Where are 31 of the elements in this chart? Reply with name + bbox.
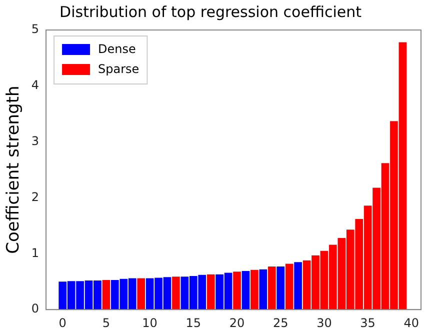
y-tick-label: 3 [31,134,40,148]
x-tick-label: 25 [272,316,288,330]
bar [276,266,285,310]
x-tick-label: 20 [229,316,245,330]
x-tick-label: 35 [360,316,376,330]
y-tick-label: 1 [31,246,40,260]
x-tick-label: 15 [186,316,202,330]
y-tick-label: 2 [31,190,40,204]
bar [137,278,146,310]
legend-label: Sparse [98,62,140,76]
x-tick-label: 0 [58,316,66,330]
legend-label: Dense [98,42,136,56]
x-tick-label: 10 [142,316,158,330]
y-tick-label: 4 [31,78,40,92]
bar [285,264,294,310]
bar [259,269,268,310]
bar [102,280,110,310]
x-tick-label: 5 [102,316,110,330]
bar [250,270,258,310]
bar [294,262,302,310]
bar [268,266,276,310]
chart-title: Distribution of top regression coefficient [60,2,362,21]
y-tick-label: 0 [31,302,40,316]
bar [206,274,215,310]
x-tick-label: 40 [404,316,420,330]
bar [233,272,241,310]
x-tick-label: 30 [316,316,332,330]
y-tick-label: 5 [31,22,40,36]
bar [172,276,180,310]
bar [242,271,250,310]
y-axis-title: Coefficient strength [4,86,24,254]
